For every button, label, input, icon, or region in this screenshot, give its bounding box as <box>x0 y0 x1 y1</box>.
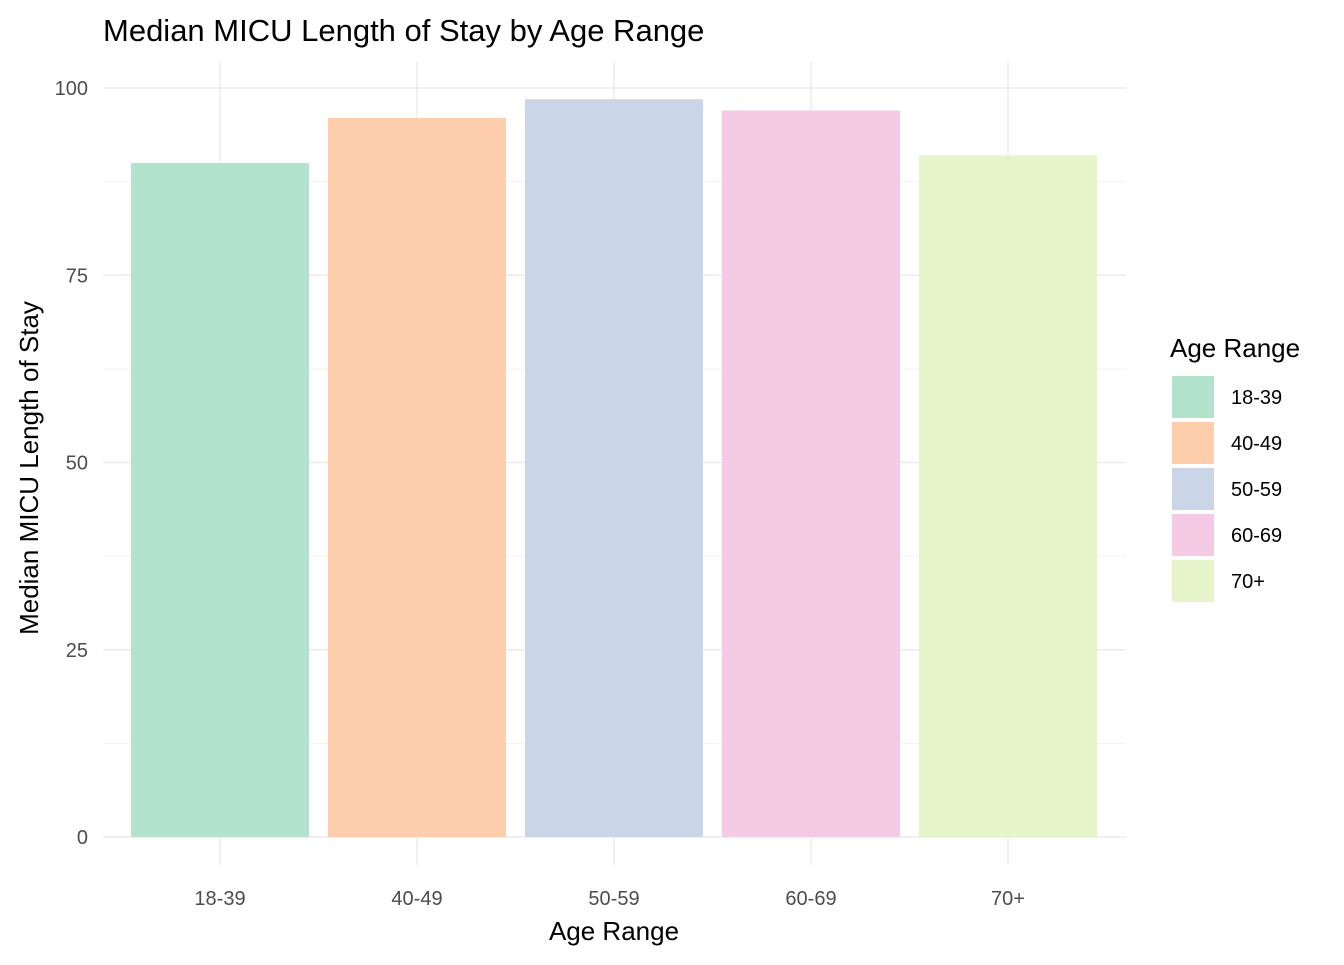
legend-label: 60-69 <box>1231 525 1282 547</box>
legend-key-50-59 <box>1172 468 1214 510</box>
y-tick-label: 75 <box>66 265 88 287</box>
bar-60-69 <box>722 110 900 838</box>
bar-40-49 <box>328 117 506 837</box>
legend-label: 40-49 <box>1231 433 1282 455</box>
y-tick-label: 50 <box>66 453 88 475</box>
legend-label: 18-39 <box>1231 387 1282 409</box>
x-tick-label: 18-39 <box>194 888 245 910</box>
bar-18-39 <box>131 162 309 837</box>
x-tick-label: 40-49 <box>391 888 442 910</box>
legend-key-60-69 <box>1172 514 1214 556</box>
x-tick-label: 50-59 <box>588 888 639 910</box>
chart-title: Median MICU Length of Stay by Age Range <box>103 13 704 48</box>
bar-50-59 <box>525 99 703 838</box>
y-axis-title: Median MICU Length of Stay <box>14 301 44 635</box>
bars <box>131 99 1097 838</box>
legend-key-70+ <box>1172 560 1214 602</box>
x-axis-ticks: 18-39 40-49 50-59 60-69 70+ <box>194 888 1025 910</box>
y-tick-label: 100 <box>55 78 88 100</box>
x-axis-title: Age Range <box>549 916 679 946</box>
y-tick-label: 25 <box>66 640 88 662</box>
legend-label: 70+ <box>1231 571 1265 593</box>
legend-label: 50-59 <box>1231 479 1282 501</box>
legend: Age Range 18-39 40-49 50-59 60-69 70+ <box>1170 333 1300 602</box>
legend-key-40-49 <box>1172 422 1214 464</box>
x-tick-label: 70+ <box>991 888 1025 910</box>
bar-70+ <box>919 155 1097 837</box>
legend-items: 18-39 40-49 50-59 60-69 70+ <box>1172 376 1282 602</box>
y-tick-label: 0 <box>77 827 88 849</box>
legend-title: Age Range <box>1170 333 1300 363</box>
legend-key-18-39 <box>1172 376 1214 418</box>
x-tick-label: 60-69 <box>785 888 836 910</box>
y-axis-ticks: 0 25 50 75 100 <box>55 78 88 849</box>
